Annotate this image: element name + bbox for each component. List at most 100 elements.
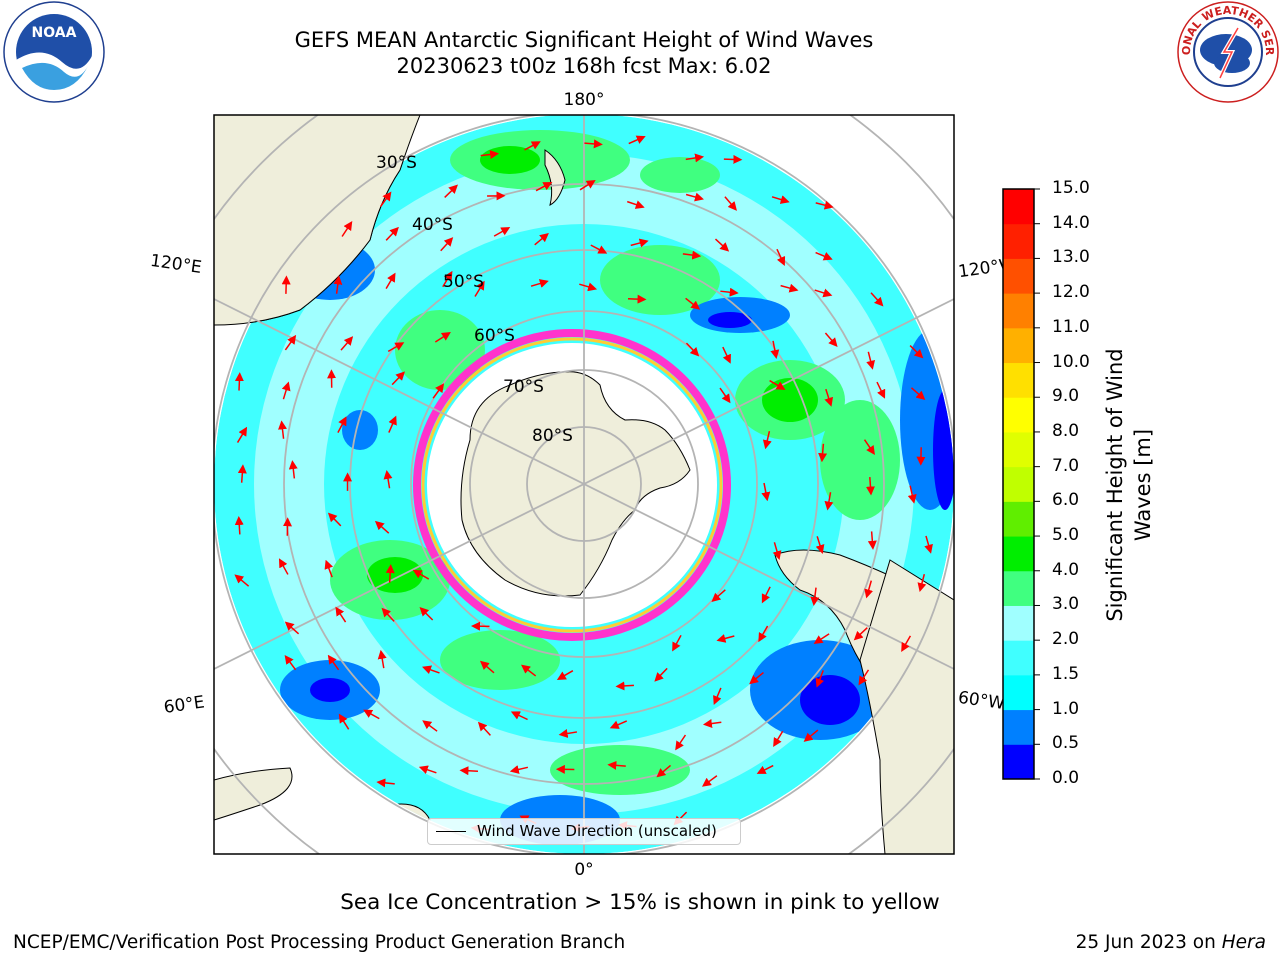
- wind-wave-arrows: [234, 135, 933, 834]
- wind-wave-arrow: [281, 381, 291, 400]
- wind-wave-arrow: [719, 387, 731, 404]
- lat-label-30s: 30°S: [376, 153, 417, 173]
- wind-wave-arrow: [685, 153, 705, 163]
- wind-wave-arrow: [761, 586, 771, 604]
- wind-wave-arrow: [333, 275, 343, 294]
- footer-host: Hera: [1221, 932, 1266, 953]
- colorbar-segment: [1003, 709, 1034, 745]
- wind-wave-arrow: [824, 388, 834, 407]
- wind-wave-arrow: [866, 351, 876, 370]
- nws-logo: NATIONAL WEATHER SERVICE: [1176, 0, 1279, 103]
- wind-wave-arrow: [278, 420, 287, 439]
- lat-label-80s: 80°S: [532, 426, 573, 446]
- colorbar-tick-label: 14.0: [1052, 212, 1090, 233]
- colorbar-tick-label: 0.0: [1052, 768, 1080, 788]
- wind-wave-arrow: [374, 520, 390, 534]
- colorbar-tick-label: 11.0: [1052, 316, 1090, 337]
- wind-wave-arrow: [383, 469, 393, 489]
- colorbar-tick-label: 12.0: [1052, 282, 1090, 303]
- wind-wave-arrow: [749, 671, 764, 685]
- wind-wave-arrow: [713, 687, 722, 706]
- wind-wave-arrow: [907, 485, 917, 504]
- colorbar-segment: [1003, 293, 1034, 329]
- footer-date: 25 Jun 2023 on: [1075, 932, 1222, 953]
- colorbar: [1003, 188, 1040, 780]
- wind-wave-arrow: [910, 387, 926, 401]
- wind-wave-arrow: [682, 250, 702, 260]
- wind-wave-arrow: [810, 587, 820, 606]
- wind-wave-arrow: [288, 460, 298, 479]
- colorbar-segment: [1003, 258, 1034, 294]
- colorbar-segment: [1003, 674, 1034, 711]
- legend-line-icon: [436, 831, 466, 832]
- colorbar-tick-label: 9.0: [1052, 386, 1080, 407]
- colorbar-tick-label: 13.0: [1052, 247, 1090, 268]
- wind-wave-arrow: [627, 294, 647, 304]
- colorbar-tick-label: 0.5: [1052, 733, 1080, 754]
- lon-label-upper-left: 120°E: [149, 251, 203, 278]
- wind-wave-arrow: [534, 232, 549, 246]
- wind-wave-arrow: [234, 372, 244, 391]
- colorbar-segment: [1003, 362, 1034, 398]
- wind-wave-arrow: [672, 634, 682, 652]
- wind-wave-arrow: [474, 280, 485, 297]
- wind-wave-arrow: [284, 334, 297, 351]
- wind-wave-arrow: [412, 569, 430, 580]
- wind-wave-arrow: [327, 654, 340, 671]
- wind-wave-arrow: [379, 191, 392, 207]
- wind-wave-arrow: [720, 287, 739, 297]
- wind-wave-arrow: [615, 681, 634, 691]
- wind-wave-arrow: [876, 381, 886, 399]
- wind-wave-arrow: [480, 150, 500, 159]
- wind-wave-arrow: [324, 559, 334, 578]
- colorbar-segment: [1003, 605, 1034, 641]
- wind-wave-arrow: [340, 336, 354, 351]
- wind-wave-arrow: [701, 775, 718, 787]
- wind-wave-arrow: [422, 665, 440, 675]
- noaa-logo: NOAA: [3, 1, 105, 103]
- chart-subtitle: 20230623 t00z 168h fcst Max: 6.02: [396, 54, 772, 78]
- colorbar-title: Significant Height of Wind Waves [m]: [1103, 348, 1155, 622]
- colorbar-segment: [1003, 223, 1034, 259]
- wind-wave-arrow: [558, 729, 578, 738]
- wind-wave-arrow: [824, 332, 838, 347]
- wind-wave-arrow: [773, 730, 784, 748]
- colorbar-tick-label: 1.5: [1052, 663, 1080, 684]
- wind-wave-arrow: [853, 627, 868, 641]
- wind-wave-arrow: [510, 711, 528, 721]
- wind-wave-arrow: [675, 734, 687, 751]
- colorbar-tick-label: 5.0: [1052, 525, 1080, 546]
- wind-wave-arrow: [479, 660, 495, 674]
- colorbar-tick-label: 8.0: [1052, 420, 1080, 441]
- wind-wave-arrow: [509, 765, 529, 774]
- wind-wave-arrow: [756, 764, 774, 774]
- wind-wave-arrow: [924, 535, 933, 554]
- wind-wave-arrow: [236, 426, 248, 443]
- colorbar-segment: [1003, 501, 1034, 537]
- wind-wave-arrow: [385, 564, 395, 583]
- wind-wave-arrow: [338, 713, 350, 730]
- colorbar-segment: [1003, 640, 1034, 676]
- wind-wave-arrow: [381, 607, 395, 622]
- wind-wave-arrow: [530, 279, 549, 288]
- wind-wave-arrow: [387, 342, 405, 352]
- wind-wave-arrow: [762, 431, 772, 450]
- colorbar-segment: [1003, 466, 1034, 502]
- wind-wave-arrow: [758, 625, 769, 643]
- wind-wave-arrow: [607, 760, 626, 770]
- wind-wave-arrow: [656, 764, 672, 778]
- wind-wave-arrow: [444, 184, 458, 198]
- wind-wave-arrow: [813, 633, 830, 644]
- wind-wave-arrow: [724, 196, 737, 211]
- wind-wave-arrow: [870, 292, 884, 307]
- legend-text: Wind Wave Direction (unscaled): [477, 822, 717, 840]
- lat-label-40s: 40°S: [412, 215, 453, 235]
- wind-wave-arrow: [284, 621, 300, 635]
- noaa-logo-text: NOAA: [32, 25, 77, 41]
- wind-wave-arrow: [584, 139, 603, 149]
- colorbar-segment: [1003, 327, 1034, 364]
- wind-wave-arrow: [863, 439, 875, 455]
- wind-wave-arrow: [769, 379, 786, 390]
- colorbar-tick-label: 4.0: [1052, 559, 1080, 580]
